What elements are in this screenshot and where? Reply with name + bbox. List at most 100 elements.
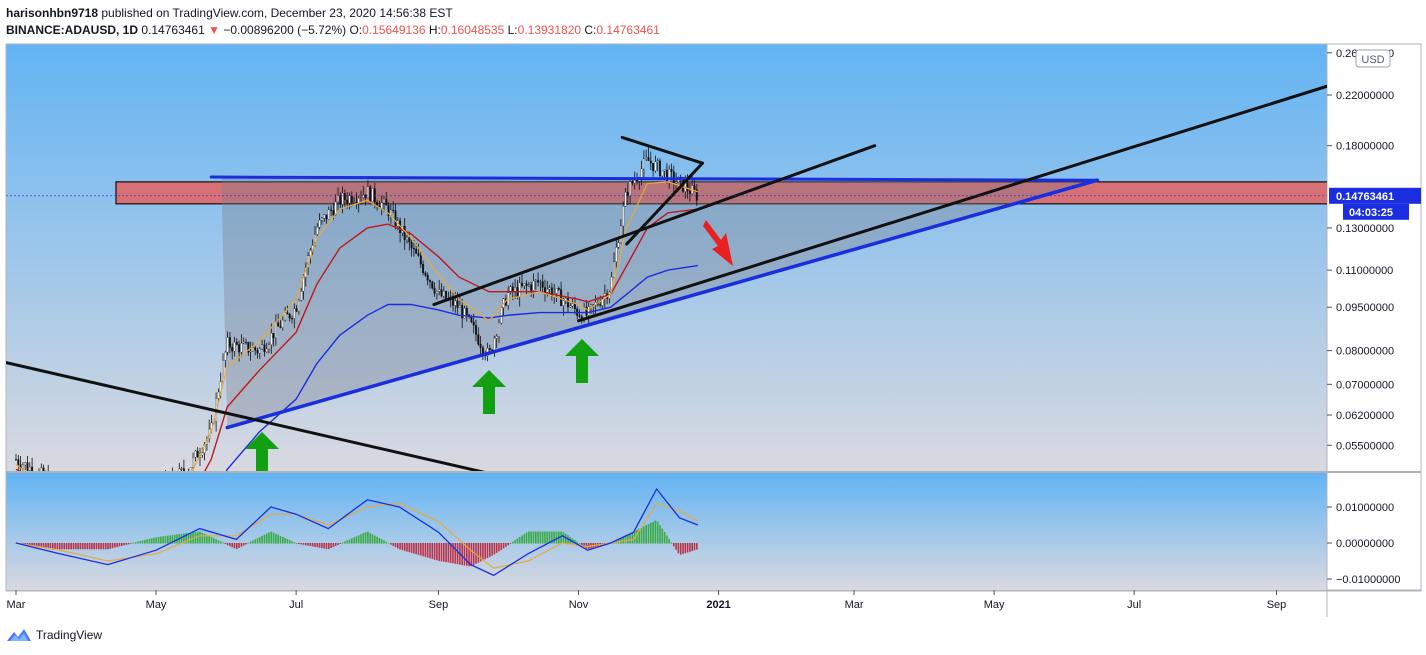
candle-body <box>385 198 388 206</box>
candle-body <box>31 466 34 471</box>
macd-histogram-bar <box>42 543 45 548</box>
candle-body <box>284 312 287 321</box>
candle-body <box>254 347 257 351</box>
red-down-arrow-icon <box>703 220 733 266</box>
macd-histogram-bar <box>486 543 489 559</box>
currency-badge[interactable] <box>1355 49 1391 68</box>
candle-body <box>654 161 657 171</box>
candle-body <box>686 182 689 192</box>
macd-histogram-bar <box>684 543 687 554</box>
macd-histogram-bar <box>479 543 482 562</box>
candle-body <box>217 391 220 399</box>
candle-body <box>28 466 31 471</box>
macd-histogram-bar <box>631 532 634 544</box>
macd-histogram-bar <box>440 543 443 562</box>
high-value: 0.16048535 <box>440 23 505 37</box>
macd-histogram-bar <box>295 543 298 544</box>
macd-histogram-bar <box>187 532 190 544</box>
macd-histogram-bar <box>185 533 187 544</box>
macd-histogram-bar <box>118 543 121 547</box>
macd-histogram-bar <box>210 537 213 544</box>
symbol-label[interactable]: BINANCE:ADAUSD, 1D <box>6 23 139 37</box>
macd-y-tick-label: −0.01000000 <box>1336 574 1401 586</box>
candle-body <box>555 288 558 294</box>
macd-histogram-bar <box>222 542 224 544</box>
macd-histogram-bar <box>224 543 227 545</box>
macd-histogram-bar <box>443 543 445 562</box>
candle-body <box>240 343 243 353</box>
x-tick-label: Mar <box>845 599 864 611</box>
macd-histogram-bar <box>562 532 565 544</box>
macd-histogram-bar <box>190 532 192 544</box>
low-value: 0.13931820 <box>517 23 582 37</box>
candle-body <box>438 289 441 292</box>
candle-body <box>371 188 374 202</box>
macd-histogram-bar <box>167 535 169 544</box>
macd-histogram-bar <box>447 543 450 563</box>
macd-histogram-bar <box>371 534 374 544</box>
channel-top-line <box>432 144 877 307</box>
macd-histogram-bar <box>493 543 496 555</box>
macd-histogram-bar <box>394 543 397 548</box>
footer-brand[interactable]: TradingView <box>36 628 103 642</box>
macd-histogram-bar <box>385 541 388 544</box>
macd-histogram-bar <box>539 531 542 544</box>
macd-histogram-bar <box>436 543 438 561</box>
macd-histogram-bar <box>203 533 206 544</box>
macd-histogram-bar <box>288 540 291 544</box>
ema-fast-line <box>15 181 699 471</box>
candle-body <box>366 186 369 199</box>
macd-histogram-bar <box>155 537 158 544</box>
candle-body <box>320 217 323 221</box>
candle-body <box>293 308 296 319</box>
candle-body <box>343 193 346 201</box>
macd-histogram-bar <box>507 543 509 546</box>
macd-histogram-bar <box>150 538 153 544</box>
green-up-arrow-icon <box>245 432 279 471</box>
macd-histogram-bar <box>426 543 429 558</box>
macd-histogram-bar <box>325 543 328 549</box>
candle-body <box>532 280 535 291</box>
macd-histogram-bar <box>121 543 123 546</box>
macd-histogram-bar <box>387 542 390 544</box>
macd-histogram-bar <box>339 543 342 544</box>
macd-histogram-bar <box>26 543 29 546</box>
macd-histogram-bar <box>689 543 691 552</box>
macd-histogram-bar <box>61 543 63 550</box>
macd-histogram-bar <box>127 543 130 545</box>
x-tick-label: May <box>146 599 167 611</box>
axis-layer: 0.1476346104:03:250.260000000.220000000.… <box>7 48 1421 611</box>
candle-body <box>332 210 335 216</box>
macd-histogram-bar <box>643 526 645 544</box>
last-price-tag <box>1329 187 1421 204</box>
candle-body <box>192 457 195 468</box>
macd-histogram-bar <box>422 543 424 557</box>
main-pane-frame <box>5 43 1422 592</box>
macd-histogram-bar <box>337 543 339 545</box>
candle-body <box>256 350 259 354</box>
tradingview-logo-icon[interactable] <box>6 627 32 643</box>
macd-histogram-bar <box>93 543 95 550</box>
macd-histogram-bar <box>300 543 302 545</box>
candle-body <box>599 304 602 306</box>
macd-histogram-bar <box>438 543 440 561</box>
macd-histogram-bar <box>263 534 266 544</box>
macd-histogram-bar <box>171 535 174 544</box>
candle-body <box>339 195 342 205</box>
candle-body <box>201 452 204 456</box>
macd-histogram-bar <box>502 543 505 549</box>
macd-histogram-bar <box>528 531 530 544</box>
candle-body <box>619 225 622 243</box>
macd-histogram-bar <box>472 543 475 565</box>
candle-body <box>498 322 500 337</box>
macd-histogram-bar <box>498 543 500 552</box>
macd-histogram-bar <box>116 543 118 548</box>
macd-histogram-bar <box>383 540 385 544</box>
macd-histogram-bar <box>514 540 516 544</box>
macd-histogram-bar <box>541 531 544 544</box>
x-tick-label: Sep <box>429 599 449 611</box>
candle-body <box>500 307 503 324</box>
author-name[interactable]: harisonhbn9718 <box>6 6 99 20</box>
macd-histogram-bar <box>242 543 245 546</box>
